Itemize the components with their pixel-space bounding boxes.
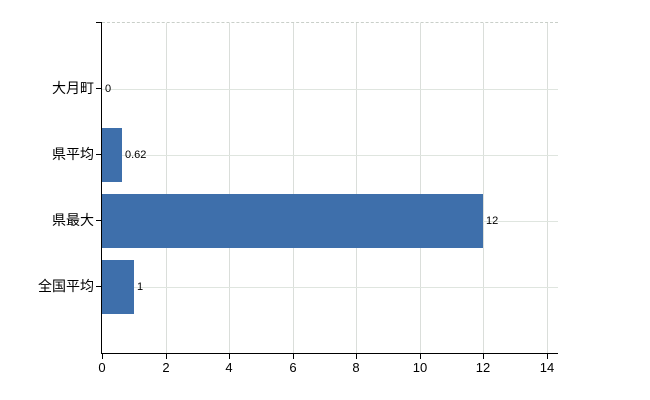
- gridline-vertical: [420, 23, 421, 354]
- value-label: 12: [486, 215, 499, 227]
- gridline-vertical: [293, 23, 294, 354]
- category-label: 県最大: [52, 212, 94, 228]
- category-label: 大月町: [52, 80, 94, 96]
- x-tick-label: 0: [98, 360, 106, 375]
- x-axis-tick: [483, 354, 484, 359]
- gridline-vertical: [356, 23, 357, 354]
- x-axis-tick: [356, 354, 357, 359]
- plot-area: 0 0.62 12 1: [102, 22, 558, 354]
- value-label: 1: [137, 281, 144, 293]
- x-tick-label: 6: [289, 360, 297, 375]
- y-axis-tick: [96, 22, 101, 23]
- y-axis-tick: [96, 88, 101, 89]
- bar: [102, 128, 122, 182]
- gridline-vertical: [547, 23, 548, 354]
- x-tick-label: 2: [162, 360, 170, 375]
- x-axis-tick: [547, 354, 548, 359]
- category-label: 県平均: [52, 146, 94, 162]
- value-label: 0.62: [125, 149, 147, 161]
- bar: [102, 260, 134, 314]
- gridline-horizontal: [102, 89, 558, 90]
- x-tick-label: 14: [539, 360, 555, 375]
- gridline-horizontal: [102, 287, 558, 288]
- gridline-vertical: [229, 23, 230, 354]
- x-tick-label: 8: [352, 360, 360, 375]
- x-axis-tick: [420, 354, 421, 359]
- y-axis-line: [101, 22, 102, 353]
- bar: [102, 194, 483, 248]
- x-axis-tick: [293, 354, 294, 359]
- x-axis-tick: [102, 354, 103, 359]
- gridline-vertical: [166, 23, 167, 354]
- x-axis-tick: [229, 354, 230, 359]
- x-tick-label: 12: [475, 360, 491, 375]
- value-label: 0: [105, 83, 112, 95]
- x-axis-tick: [166, 354, 167, 359]
- x-tick-label: 4: [225, 360, 233, 375]
- gridline-horizontal: [102, 155, 558, 156]
- x-axis-line: [101, 353, 558, 354]
- y-axis-tick: [96, 220, 101, 221]
- y-axis-tick: [96, 286, 101, 287]
- gridline-vertical: [483, 23, 484, 354]
- category-label: 全国平均: [38, 278, 94, 294]
- x-tick-label: 10: [412, 360, 428, 375]
- y-axis-tick: [96, 154, 101, 155]
